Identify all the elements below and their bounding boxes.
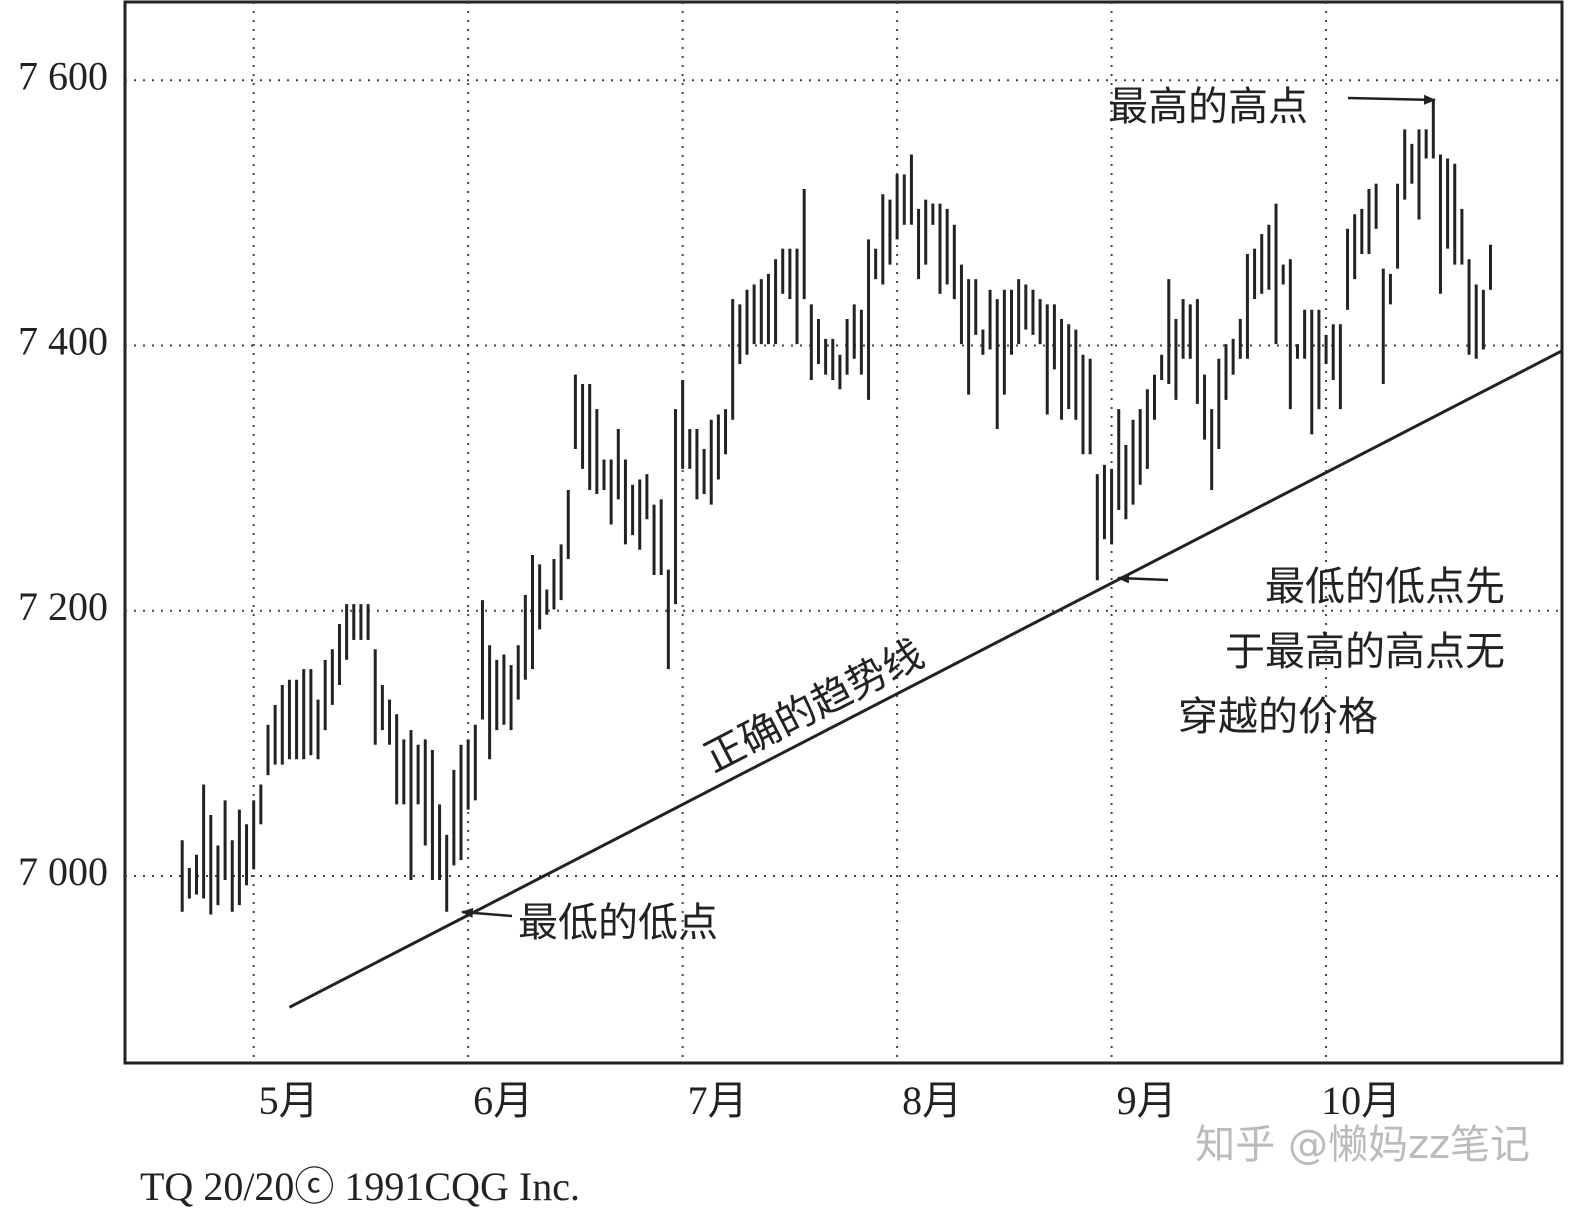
annotation: 穿越的价格 [1178,694,1378,739]
y-tick-label: 7 400 [18,319,108,364]
arrow [1117,573,1169,584]
trendline [288,349,1563,1009]
x-tick-label: 9月 [1117,1078,1177,1123]
x-tick-label: 6月 [473,1078,533,1123]
annotation: 于最高的高点无 [1225,629,1505,674]
trendline-label: 正确的趋势线 [697,631,931,781]
x-tick-label: 10月 [1321,1078,1401,1123]
annotation: 最低的低点先 [1265,564,1505,609]
y-tick-label: 7 600 [18,53,108,98]
bars [180,98,1493,915]
y-tick-label: 7 000 [18,849,108,894]
annotations: 最高的高点 最低的低点 最低的低点先 于最高的高点无 穿越的价格 TQ 20/2… [140,84,1530,1209]
watermark: 知乎 @懒妈zz笔记 [1195,1122,1530,1168]
x-tick-label: 7月 [688,1078,748,1123]
y-tick-label: 7 200 [18,584,108,629]
x-tick-label: 5月 [259,1078,319,1123]
plot-frame [123,0,1564,1065]
source-note: TQ 20/20ⓒ 1991CQG Inc. [140,1164,580,1209]
annotation: 最低的低点 [518,900,718,945]
grid [125,2,1562,1063]
x-tick-label: 8月 [902,1078,962,1123]
arrow [1347,94,1436,105]
annotation: 最高的高点 [1108,84,1308,129]
